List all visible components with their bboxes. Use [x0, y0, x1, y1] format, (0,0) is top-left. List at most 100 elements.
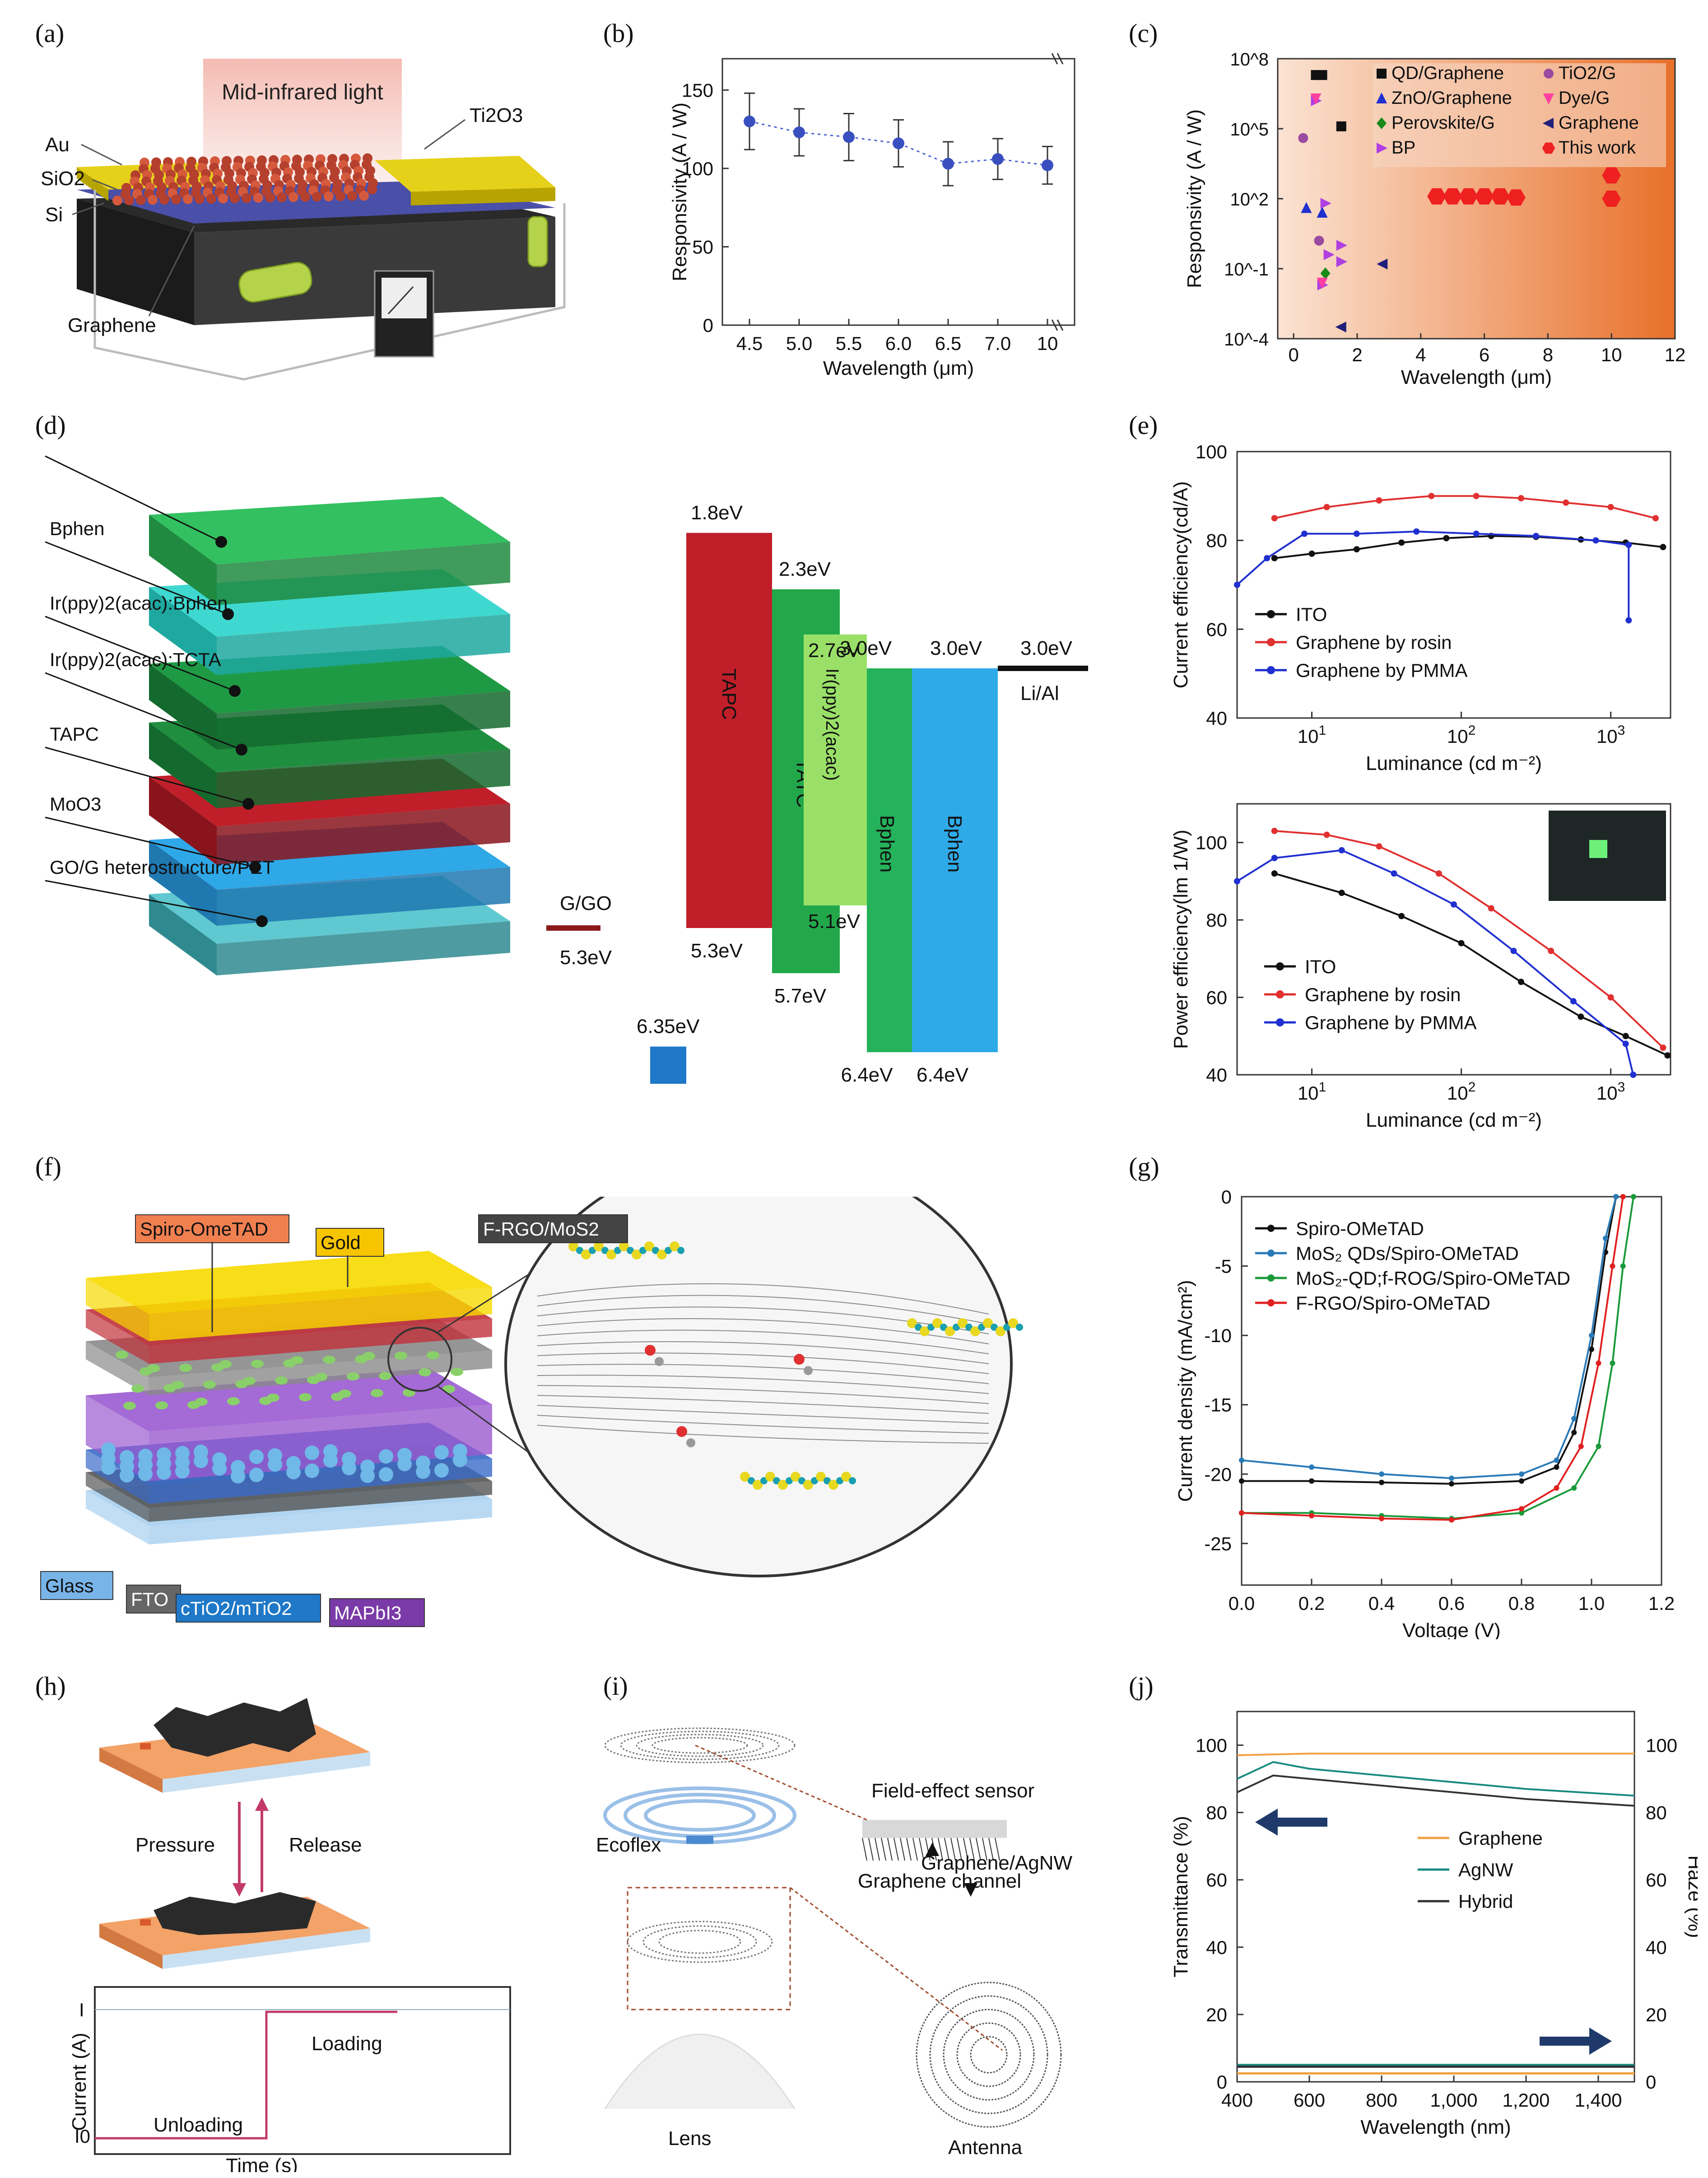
panel-label-i: (i) [603, 1671, 628, 1701]
nanoparticle [371, 1389, 383, 1397]
graphene-fiber [944, 1838, 949, 1861]
tio2-sphere [379, 1449, 393, 1464]
data-point [1603, 1236, 1608, 1241]
graphene-fiber [894, 1838, 899, 1861]
release-label: Release [289, 1834, 362, 1856]
zoom-line [437, 1268, 538, 1333]
data-point [1320, 198, 1331, 209]
substrate-side [99, 1748, 163, 1793]
panel-label-a: (a) [35, 19, 65, 48]
energy-label: 2.3eV [779, 558, 831, 580]
data-point [1571, 1430, 1577, 1436]
data-point [1589, 1346, 1594, 1352]
mos2-molybdenum [927, 1324, 935, 1331]
data-point [1234, 582, 1240, 588]
data-point [1298, 133, 1308, 143]
data-point [1571, 1485, 1577, 1491]
data-point [1234, 878, 1240, 885]
x-axis-title: Voltage (V) [1402, 1619, 1501, 1639]
y-axis-title: Current efficiency(cd/A) [1170, 481, 1192, 689]
data-point [992, 153, 1004, 165]
layer-leader [45, 616, 235, 692]
axis-break [1051, 319, 1058, 331]
ti2o3-particle [230, 193, 240, 203]
data-point [1271, 555, 1278, 561]
legend-label: Graphene by rosin [1305, 984, 1461, 1005]
nanoparticle [116, 1351, 128, 1359]
graphene-sheet-line [537, 1405, 989, 1424]
data-point [1622, 1040, 1629, 1047]
data-point [1301, 530, 1308, 537]
series-line [1241, 1196, 1624, 1521]
series-line [1242, 1196, 1617, 1485]
x-tick-label: 8 [1543, 344, 1553, 365]
energy-label: 3.0eV [930, 637, 982, 659]
graphene-sheet-line [537, 1353, 989, 1374]
lens-ring [642, 1925, 757, 1959]
sponge-pressed [154, 1892, 316, 1935]
legend-marker [1377, 117, 1387, 130]
mos2-molybdenum [1016, 1324, 1023, 1331]
ti2o3-particle [242, 193, 251, 203]
legend-marker [1267, 1299, 1275, 1306]
data-point [1323, 249, 1335, 261]
substrate-side [99, 1924, 163, 1969]
zoom-leader [695, 1744, 867, 1821]
antenna-spiral [970, 2036, 1008, 2074]
tio2-sphere [231, 1460, 245, 1474]
x-tick-label: 102 [1447, 1080, 1475, 1104]
spiro-layer-side [86, 1310, 149, 1364]
data-point [1578, 1013, 1584, 1020]
ecoflex-ring [644, 1799, 756, 1832]
panel-label-j: (j) [1129, 1671, 1154, 1701]
y-axis-title: Current density (mA/cm²) [1174, 1280, 1196, 1502]
ecoflex-label: Ecoflex [596, 1834, 661, 1856]
irppy-bar [804, 634, 867, 905]
layer-tag-label: Glass [45, 1575, 93, 1596]
nanoparticle [155, 1401, 168, 1409]
panel-a-device-illustration: Mid-infrared light Au SiO2 Si Graphene T… [41, 59, 566, 381]
y-tick-label: 0 [703, 315, 713, 336]
panel-b-chart: 0 50 100 150 4.5 5.0 5.5 6.0 6.5 7.0 10 Wavelength … [669, 53, 1075, 379]
energy-label: 3.0eV [1020, 637, 1073, 659]
series-line [1274, 535, 1663, 559]
antenna-spiral [916, 1982, 1062, 2128]
nanoparticle [203, 1380, 216, 1389]
electrode [140, 1743, 151, 1749]
x-tick-label: 0.8 [1508, 1593, 1535, 1614]
panel-i-contact-lens-illustration: Field-effect sensor Ecoflex Graphene chann… [596, 1727, 1073, 2159]
data-point [1620, 1194, 1626, 1199]
legend-label: ITO [1296, 604, 1327, 625]
mos2-sulfur [740, 1472, 750, 1482]
nanoparticle [251, 1360, 264, 1368]
data-point [1563, 499, 1569, 506]
y-tick-label: 10^-4 [1224, 330, 1269, 350]
mos2-molybdenum [1003, 1324, 1010, 1331]
ti2o3-particle [265, 192, 275, 203]
legend-marker [1267, 1225, 1275, 1232]
legend-marker [1276, 962, 1284, 970]
mos2-molybdenum [798, 1477, 805, 1484]
data-point [1548, 947, 1554, 954]
layer-tag-box [316, 1228, 384, 1257]
data-point [1554, 1464, 1559, 1470]
nanoparticle [195, 1398, 208, 1406]
y-tick-label: 10^-1 [1224, 260, 1269, 280]
data-point [1271, 870, 1278, 877]
legend-marker [1376, 92, 1387, 103]
legend-marker [1377, 142, 1388, 154]
nanoparticle [419, 1368, 431, 1376]
ti2o3-particle [195, 194, 205, 204]
ti2o3-particle [253, 193, 263, 203]
ti2o3-particle [218, 193, 228, 204]
graphene-fiber [976, 1838, 981, 1861]
field-effect-label: Field-effect sensor [871, 1780, 1034, 1802]
plot-frame [94, 1986, 511, 2155]
graphene-fiber [950, 1838, 956, 1861]
x-tick-label: 12 [1665, 344, 1686, 365]
legend-marker [1267, 638, 1275, 646]
data-point [1435, 870, 1442, 877]
x-tick-label: 600 [1294, 2089, 1325, 2111]
loading-label: Loading [312, 2033, 382, 2055]
zoom-circle [387, 1327, 452, 1392]
